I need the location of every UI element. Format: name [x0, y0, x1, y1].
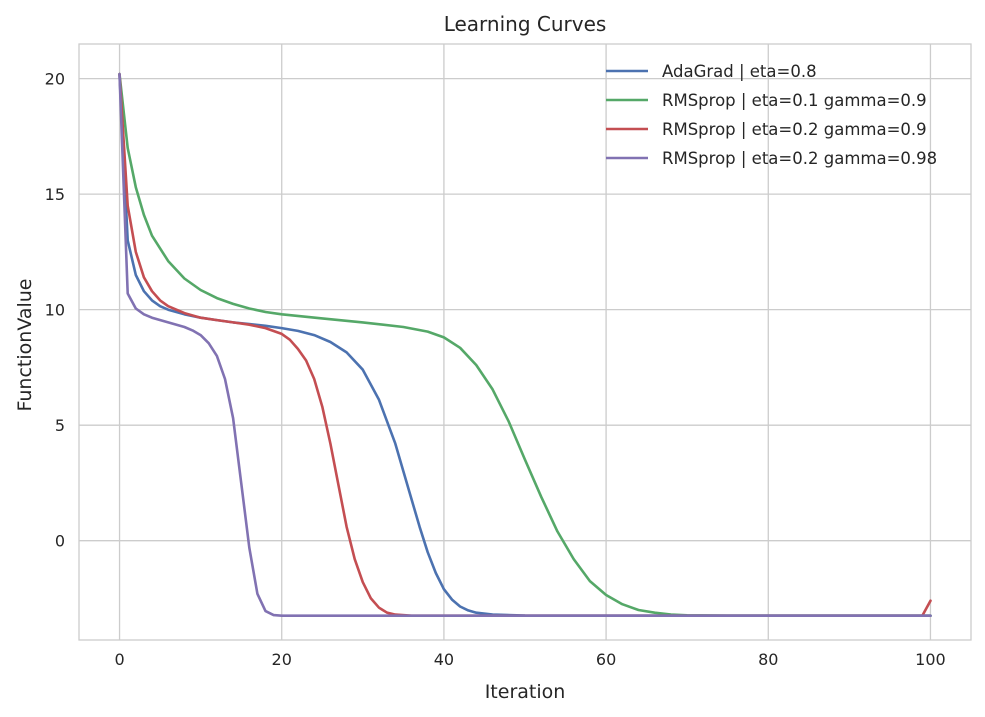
chart-title: Learning Curves	[444, 12, 607, 36]
y-axis-label: FunctionValue	[14, 279, 36, 412]
x-tick-label: 80	[758, 650, 778, 669]
legend-label-1: AdaGrad | eta=0.8	[662, 62, 817, 81]
series-lines	[118, 72, 932, 617]
y-tick-label: 0	[55, 532, 65, 551]
legend-label-2: RMSprop | eta=0.1 gamma=0.9	[662, 91, 927, 110]
y-tick-label: 5	[55, 416, 65, 435]
legend: AdaGrad | eta=0.8 RMSprop | eta=0.1 gamma…	[606, 62, 937, 168]
series-line-2	[118, 72, 932, 617]
x-tick-label: 0	[114, 650, 124, 669]
y-tick-label: 20	[45, 70, 65, 89]
legend-label-3: RMSprop | eta=0.2 gamma=0.9	[662, 120, 927, 139]
y-tick-label: 10	[45, 301, 65, 320]
tick-labels: 0 20 40 60 80 100 0 5 10 15 20	[45, 70, 946, 669]
series-line-1	[118, 72, 932, 617]
y-tick-label: 15	[45, 185, 65, 204]
series-line-3	[118, 72, 932, 617]
series-line-4	[118, 72, 932, 617]
x-tick-label: 100	[915, 650, 946, 669]
x-tick-label: 60	[596, 650, 616, 669]
x-tick-label: 20	[272, 650, 292, 669]
x-axis-label: Iteration	[485, 681, 566, 703]
grid-lines	[79, 44, 971, 640]
legend-label-4: RMSprop | eta=0.2 gamma=0.98	[662, 149, 937, 168]
x-tick-label: 40	[434, 650, 454, 669]
